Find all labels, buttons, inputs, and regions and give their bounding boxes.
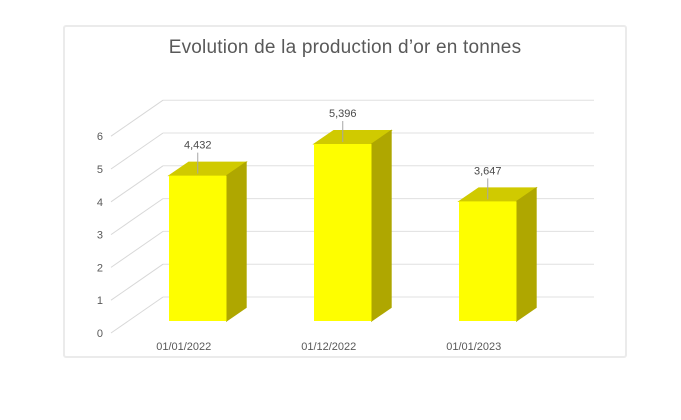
- data-label: 5,396: [329, 108, 357, 120]
- bar-side-face: [371, 129, 392, 322]
- chart-panel: Evolution de la production d’or en tonne…: [63, 25, 627, 358]
- side-wall-gridline: [110, 230, 164, 268]
- chart-title: Evolution de la production d’or en tonne…: [168, 37, 522, 58]
- bar-side-face: [226, 161, 247, 322]
- x-axis-category-label: 01/01/2022: [156, 341, 211, 353]
- side-wall-gridline: [110, 165, 164, 203]
- side-wall-gridline: [110, 99, 164, 137]
- data-label: 3,647: [474, 165, 502, 177]
- y-axis-tick-label: 5: [97, 164, 103, 176]
- bar-front-face: [169, 175, 227, 321]
- bar-chart-plot: 0 1 2 3 4 5 6 4,432 01/01/2022 5,396 01/12/2022 3,6…: [97, 99, 594, 353]
- side-wall-gridline: [110, 263, 164, 301]
- y-axis-tick-label: 1: [97, 295, 103, 307]
- y-axis-tick-label: 3: [97, 230, 103, 242]
- bar-front-face: [314, 144, 372, 321]
- y-axis-tick-label: 0: [97, 328, 103, 340]
- side-wall-gridline: [110, 198, 164, 236]
- side-wall-gridline: [110, 132, 164, 170]
- x-axis-category-label: 01/01/2023: [446, 341, 501, 353]
- side-wall-gridline: [110, 296, 164, 334]
- x-axis-category-label: 01/12/2022: [301, 341, 356, 353]
- y-axis-tick-label: 4: [97, 197, 103, 209]
- y-axis-tick-label: 6: [97, 131, 103, 143]
- bar-side-face: [516, 186, 537, 322]
- bar-front-face: [459, 201, 517, 321]
- y-axis-tick-label: 2: [97, 262, 103, 274]
- data-label: 4,432: [184, 140, 212, 152]
